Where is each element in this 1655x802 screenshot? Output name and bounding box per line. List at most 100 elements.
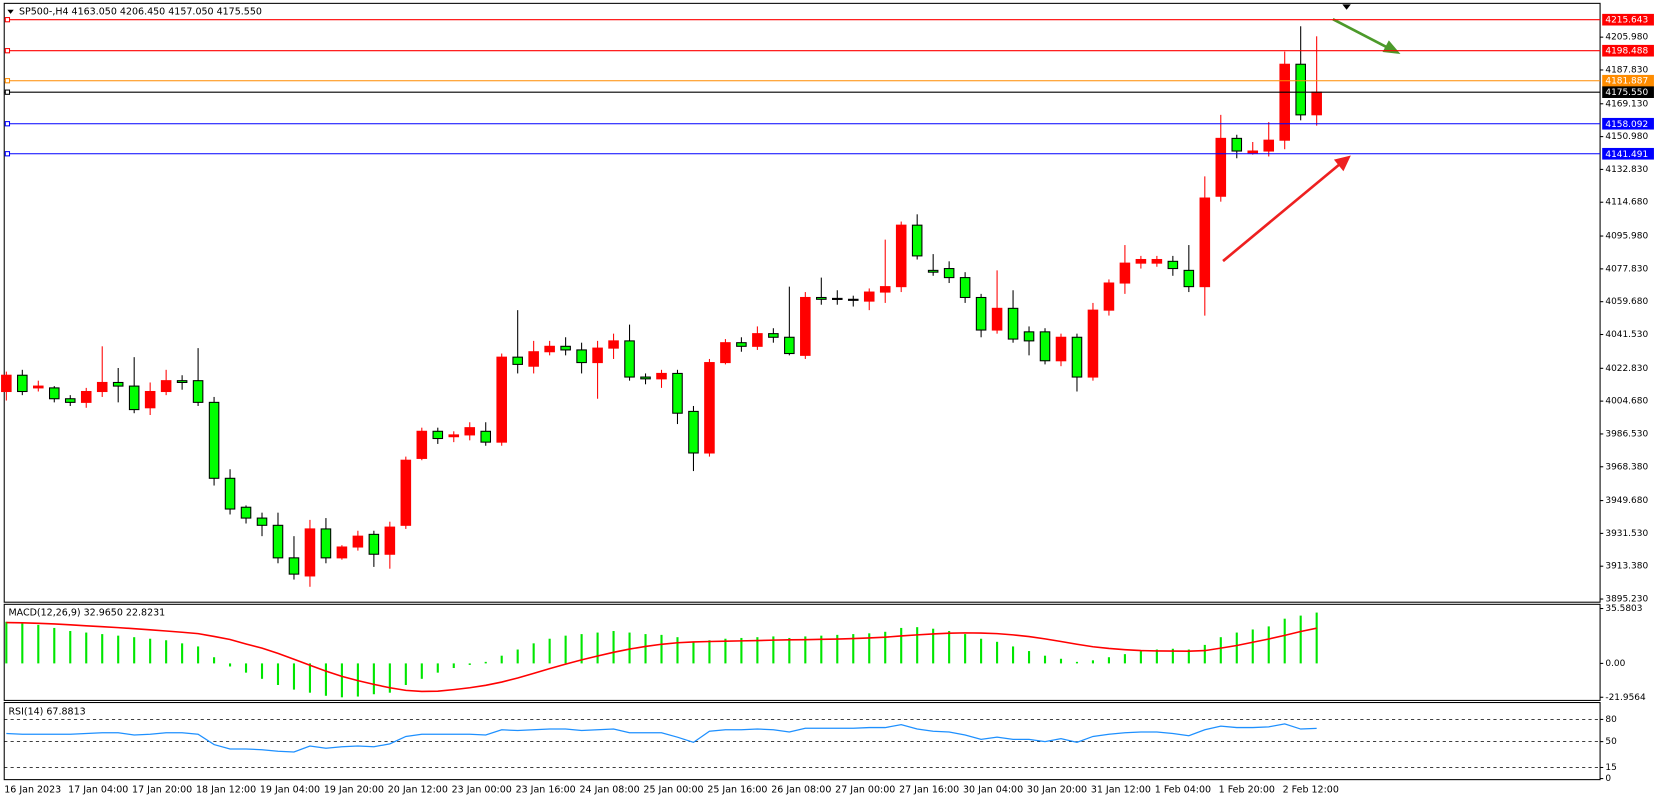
macd-title: MACD(12,26,9) 32.9650 22.8231	[8, 607, 165, 618]
candle-body	[991, 307, 1003, 331]
candle-body	[768, 333, 779, 338]
x-tick-label: 30 Jan 04:00	[963, 785, 1023, 796]
chart-title: SP500-,H4 4163.050 4206.450 4157.050 417…	[19, 6, 262, 17]
candle-body	[48, 387, 60, 400]
candle-body	[879, 286, 891, 293]
level-label: 4198.488	[1605, 47, 1648, 57]
candle-body	[1007, 307, 1019, 340]
candle-body	[96, 381, 108, 393]
candle-body	[144, 390, 156, 409]
candle-body	[288, 557, 300, 575]
candle-body	[176, 380, 188, 383]
x-tick-label: 17 Jan 04:00	[68, 785, 128, 796]
candle-body	[1263, 139, 1275, 152]
level-label-box	[1602, 117, 1654, 130]
candle-body	[1183, 269, 1195, 288]
candle-body	[1295, 63, 1306, 116]
candle-body	[608, 340, 619, 349]
candle-body	[1311, 91, 1322, 116]
level-label: 4215.643	[1605, 16, 1648, 26]
candle-body	[1199, 197, 1211, 288]
y-tick-label: 0.00	[1605, 659, 1625, 669]
candle-body	[304, 528, 316, 577]
x-tick-label: 17 Jan 20:00	[132, 785, 192, 796]
candle-body	[576, 349, 587, 364]
y-tick-label: 3931.530	[1605, 529, 1648, 539]
x-tick-label: 2 Feb 12:00	[1283, 785, 1339, 796]
level-handle	[4, 121, 11, 127]
y-tick-label: 4132.830	[1605, 165, 1648, 175]
x-tick-label: 20 Jan 12:00	[388, 785, 448, 796]
candle-body	[640, 376, 651, 380]
level-label-box	[1602, 86, 1654, 98]
y-tick-label: 4059.680	[1605, 297, 1648, 307]
candle-body	[656, 372, 667, 380]
candle-body	[496, 356, 507, 443]
candle-body	[672, 372, 683, 414]
candle-body	[927, 269, 939, 273]
rsi-line	[6, 723, 1317, 753]
y-tick-label: 3949.680	[1605, 496, 1648, 506]
candle-body	[512, 356, 523, 365]
x-tick-label: 23 Jan 16:00	[516, 785, 576, 796]
level-label: 4175.550	[1605, 88, 1648, 98]
candle-body	[1055, 336, 1067, 362]
candle-body	[975, 296, 987, 331]
candle-body	[1071, 336, 1083, 378]
y-tick-label: 4205.980	[1605, 33, 1648, 43]
candle-body	[1103, 282, 1115, 311]
candle-body	[33, 385, 44, 389]
candle-body	[416, 430, 428, 459]
candle-body	[1151, 258, 1163, 264]
candle-body	[432, 430, 444, 440]
y-tick-label: 3986.530	[1605, 429, 1648, 439]
candle-body	[464, 427, 476, 436]
level-label: 4181.887	[1605, 77, 1648, 87]
x-tick-label: 19 Jan 20:00	[324, 785, 384, 796]
y-tick-label: 50	[1605, 737, 1617, 747]
candle-body	[1135, 258, 1147, 264]
candle-body	[1119, 262, 1131, 284]
x-tick-label: 30 Jan 20:00	[1027, 785, 1087, 796]
candle-body	[800, 296, 811, 356]
level-handle	[4, 151, 11, 157]
candle-body	[1167, 260, 1179, 270]
candle-body	[736, 342, 747, 347]
x-tick-label: 27 Jan 16:00	[899, 785, 959, 796]
main-panel-frame	[3, 2, 1601, 603]
y-tick-label: 80	[1605, 715, 1617, 725]
signal-line	[6, 621, 1317, 693]
y-tick-label: 35.5803	[1605, 604, 1642, 614]
candle-body	[272, 524, 284, 559]
candle-body	[400, 459, 412, 526]
level-label-box	[1602, 74, 1654, 87]
y-tick-label: 4187.830	[1605, 65, 1648, 75]
y-tick-label: 4077.830	[1605, 264, 1648, 274]
red-arrow-head	[1333, 155, 1351, 172]
y-tick-label: 3968.380	[1605, 462, 1648, 472]
candle-body	[192, 380, 204, 403]
candle-body	[704, 362, 715, 454]
x-tick-label: 1 Feb 04:00	[1155, 785, 1211, 796]
level-handle	[4, 17, 11, 23]
candle-body	[544, 345, 555, 353]
shift-marker	[1342, 4, 1351, 10]
macd-panel-frame	[3, 603, 1601, 701]
candle-body	[1, 374, 12, 393]
candle-body	[911, 224, 923, 257]
candle-body	[895, 224, 907, 288]
candle-body	[752, 333, 763, 347]
level-label: 4141.491	[1605, 150, 1648, 160]
candle-body	[64, 398, 76, 403]
candle-body	[112, 381, 124, 387]
candle-body	[592, 347, 603, 364]
x-tick-label: 27 Jan 00:00	[835, 785, 895, 796]
y-tick-label: -21.9564	[1605, 693, 1646, 703]
candle-body	[528, 351, 539, 367]
candle-body	[1279, 63, 1290, 141]
candle-body	[17, 374, 28, 393]
y-tick-label: 3913.380	[1605, 562, 1648, 572]
y-tick-label: 4095.980	[1605, 232, 1648, 242]
